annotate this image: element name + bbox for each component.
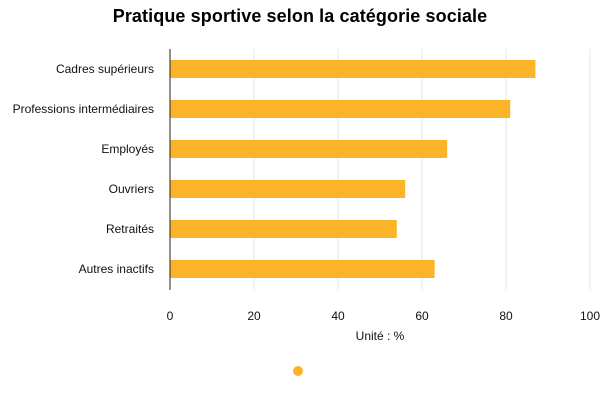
chart-title: Pratique sportive selon la catégorie soc… — [112, 6, 488, 26]
category-label: Ouvriers — [109, 182, 154, 196]
labels: 0 20 40 60 80 100 Cadres supérieurs Professions… — [13, 62, 600, 323]
bar — [170, 180, 406, 198]
x-tick-label: 60 — [415, 309, 429, 323]
bars — [170, 60, 536, 278]
category-label: Employés — [101, 142, 154, 156]
bar — [170, 140, 448, 158]
x-axis-title: Unité : % — [356, 329, 405, 343]
category-label: Autres inactifs — [79, 262, 154, 276]
bar — [170, 220, 397, 238]
category-label: Cadres supérieurs — [56, 62, 154, 76]
grid-lines — [253, 49, 591, 290]
x-tick-label: 0 — [167, 309, 174, 323]
legend-marker — [293, 366, 303, 376]
x-tick-label: 40 — [331, 309, 345, 323]
bar — [170, 260, 435, 278]
category-label: Retraités — [106, 222, 154, 236]
x-tick-label: 20 — [247, 309, 261, 323]
category-label: Professions intermédiaires — [13, 102, 154, 116]
x-tick-label: 80 — [499, 309, 513, 323]
bar — [170, 100, 511, 118]
x-tick-label: 100 — [580, 309, 600, 323]
bar — [170, 60, 536, 78]
